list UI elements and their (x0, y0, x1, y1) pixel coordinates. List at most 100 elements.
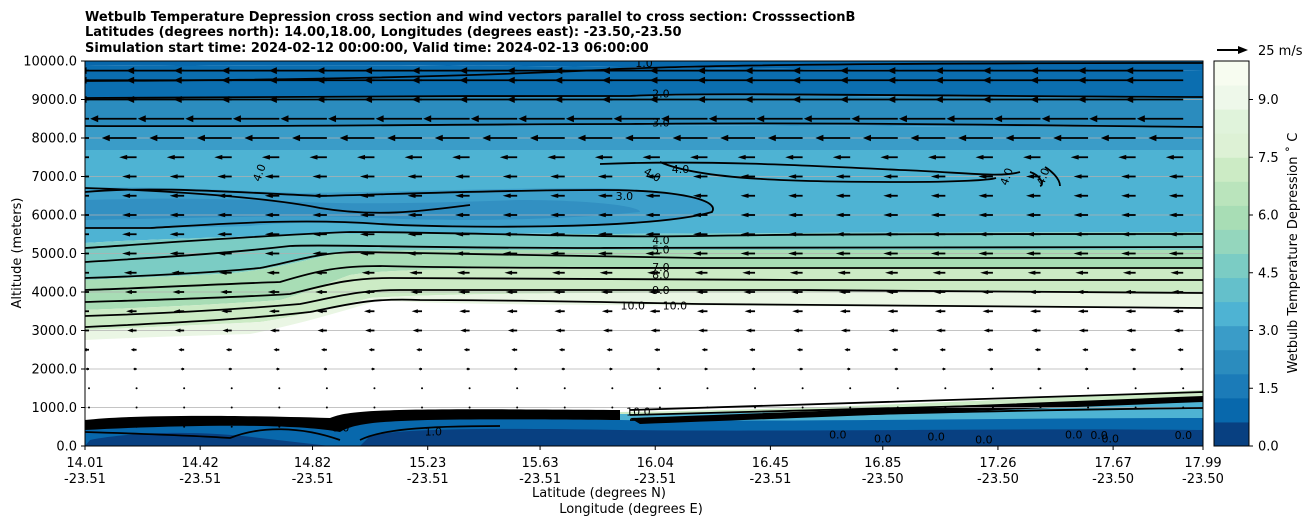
wind-vector (1125, 309, 1136, 314)
wind-vector (1121, 193, 1136, 198)
contour-label: 8.0 (332, 422, 350, 435)
wind-vector (456, 270, 470, 275)
wind-vector (180, 367, 185, 371)
wind-vector (756, 115, 803, 123)
x-tick-label-lat: 16.85 (864, 456, 901, 471)
contour-label: 10.0 (663, 299, 688, 312)
wind-vector (375, 115, 423, 123)
wind-vector (90, 115, 137, 123)
wind-vector (698, 328, 708, 333)
wind-vector (261, 154, 280, 160)
contour-label: 2.0 (652, 88, 670, 101)
contour-8 (85, 277, 1203, 303)
wind-vector (1028, 289, 1041, 295)
wind-vector (645, 232, 660, 237)
wind-vector (418, 367, 423, 371)
wind-vector (409, 270, 423, 275)
wind-vector (133, 367, 137, 371)
wind-vector (1171, 289, 1184, 295)
wind-vector (1125, 96, 1184, 103)
wind-vector (217, 251, 232, 256)
wind-vector (706, 387, 709, 390)
wind-vector (1005, 134, 1041, 142)
wind-vector (1084, 367, 1089, 371)
wind-vector (1082, 347, 1089, 352)
wind-vector (463, 347, 470, 352)
x-tick-label-lon: -23.51 (292, 472, 334, 487)
wind-vector (611, 406, 614, 409)
wind-vector (470, 115, 518, 123)
wind-vector (788, 251, 803, 256)
x-tick-label-lat: 14.01 (66, 456, 103, 471)
wind-vector (267, 289, 280, 295)
colorbar-tick-label: 0.0 (1258, 440, 1279, 455)
wind-vector (529, 134, 565, 142)
wind-vector (275, 367, 280, 371)
wind-vector (359, 193, 375, 198)
wind-vector (978, 174, 993, 179)
wind-vector (502, 232, 518, 237)
x-tick-label-lat: 15.23 (409, 456, 446, 471)
y-tick-label: 4000.0 (32, 286, 78, 301)
wind-vector (844, 347, 851, 352)
wind-vector (744, 309, 756, 314)
wind-vector (975, 154, 993, 160)
wind-vector (1121, 174, 1136, 179)
wind-vector (466, 367, 470, 371)
wind-vector (1134, 406, 1137, 409)
wind-vector (218, 270, 232, 275)
contour-label: 7.0 (652, 261, 670, 274)
wind-vector (608, 367, 613, 371)
x-tick-label-lon: -23.50 (1092, 472, 1134, 487)
wind-vector (217, 174, 232, 179)
contour-3 (85, 122, 1203, 128)
wind-vector (793, 328, 803, 333)
wind-vector (507, 328, 518, 333)
wind-vector (656, 367, 660, 371)
wind-vector (264, 212, 280, 218)
contour-label: 5.0 (652, 244, 670, 257)
wind-vector (1053, 134, 1089, 142)
contour-7 (85, 265, 1203, 291)
wind-vector (85, 156, 89, 159)
wind-vector (357, 154, 375, 160)
wind-vector (1073, 174, 1089, 179)
wind-vector (1148, 134, 1184, 142)
wind-vector (339, 134, 375, 142)
colorbar-tick-label: 7.5 (1258, 151, 1279, 166)
colorbar-segment (1214, 205, 1249, 230)
wind-vector (983, 328, 993, 333)
wind-vector (672, 134, 708, 142)
wind-vector (887, 309, 898, 314)
wind-vector (278, 425, 281, 428)
wind-vector (606, 347, 613, 352)
wind-vector (228, 367, 232, 371)
wind-vector (1182, 387, 1185, 390)
wind-vector (214, 154, 232, 160)
wind-vector (555, 328, 565, 333)
wind-vector (1039, 406, 1042, 409)
wind-vector (737, 154, 756, 160)
contour-label: 3.0 (652, 117, 670, 130)
wind-vector (516, 406, 519, 409)
wind-vector (799, 367, 803, 371)
wind-vector (126, 309, 137, 314)
wind-vector (642, 154, 660, 160)
wind-vector (1031, 328, 1041, 333)
wind-vector (460, 328, 470, 333)
wind-vector (1037, 367, 1041, 371)
x-tick-label-lon: -23.51 (749, 472, 791, 487)
wind-vector (416, 347, 423, 352)
wind-vector (1179, 367, 1184, 371)
wind-vector (898, 115, 946, 123)
wind-vector (767, 134, 803, 142)
wind-vector (325, 425, 328, 428)
wind-vector (645, 174, 660, 179)
wind-vector (803, 115, 851, 123)
wind-vector (749, 347, 756, 352)
wind-vector (505, 289, 518, 295)
colorbar-segment (1214, 133, 1249, 158)
wind-vector (658, 406, 661, 409)
wind-vector (594, 154, 613, 160)
wind-vector (1087, 387, 1090, 390)
